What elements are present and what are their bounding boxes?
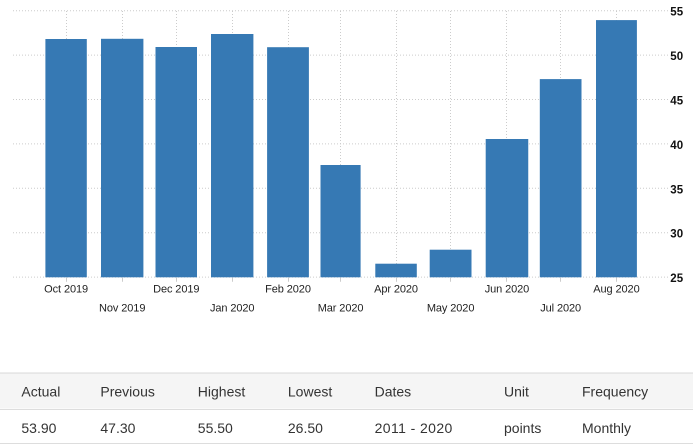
svg-text:May 2020: May 2020: [427, 302, 475, 314]
svg-text:Jan 2020: Jan 2020: [210, 302, 254, 314]
svg-text:2011 - 2020: 2011 - 2020: [375, 420, 453, 436]
svg-text:Monthly: Monthly: [582, 420, 631, 436]
svg-text:47.30: 47.30: [100, 420, 135, 436]
svg-text:40: 40: [670, 140, 683, 152]
svg-text:Jun 2020: Jun 2020: [485, 284, 529, 296]
svg-text:Nov 2019: Nov 2019: [99, 302, 145, 314]
svg-text:points: points: [504, 420, 541, 436]
svg-text:Actual: Actual: [21, 384, 60, 400]
svg-text:Frequency: Frequency: [582, 384, 648, 400]
svg-text:53.90: 53.90: [21, 420, 56, 436]
svg-text:Jul 2020: Jul 2020: [540, 302, 581, 314]
svg-text:50: 50: [670, 51, 683, 63]
svg-text:55: 55: [670, 7, 683, 19]
svg-text:Oct 2019: Oct 2019: [44, 284, 88, 296]
svg-text:55.50: 55.50: [198, 420, 233, 436]
svg-text:30: 30: [670, 229, 683, 241]
svg-text:26.50: 26.50: [288, 420, 323, 436]
svg-text:Highest: Highest: [198, 384, 246, 400]
svg-text:Dec 2019: Dec 2019: [153, 284, 199, 296]
svg-text:Mar 2020: Mar 2020: [318, 302, 364, 314]
svg-text:Apr 2020: Apr 2020: [374, 284, 418, 296]
svg-text:25: 25: [670, 273, 683, 285]
svg-text:Previous: Previous: [100, 384, 154, 400]
svg-text:Feb 2020: Feb 2020: [265, 284, 311, 296]
svg-text:Unit: Unit: [504, 384, 529, 400]
svg-text:Dates: Dates: [375, 384, 412, 400]
svg-text:Aug 2020: Aug 2020: [593, 284, 639, 296]
svg-text:45: 45: [670, 96, 683, 108]
svg-text:Lowest: Lowest: [288, 384, 332, 400]
svg-text:35: 35: [670, 184, 683, 196]
